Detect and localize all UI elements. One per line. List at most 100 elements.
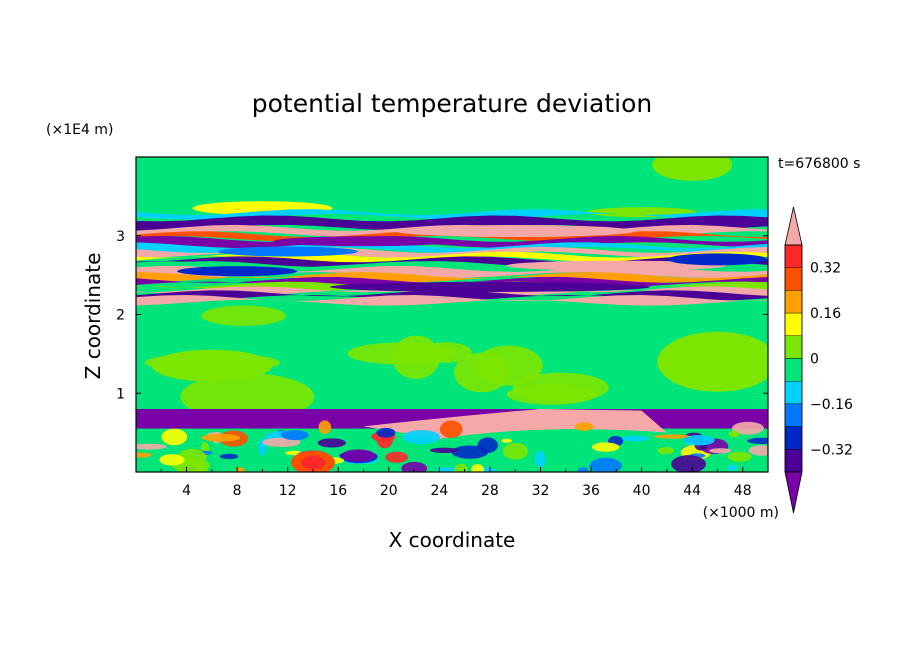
turbulent-blob [591,442,620,452]
turbulent-blob [439,420,463,438]
upper-layer-band [136,242,768,253]
colorbar-bin [784,403,803,427]
colorbar-bin [784,290,803,314]
colorbar-tick-label: 0 [810,352,819,368]
turbulent-blob [177,448,207,467]
turbulent-blob [709,448,732,454]
upper-layer-lens [395,225,636,238]
y-axis: 1 2 3 [116,229,768,402]
turbulent-blob [159,454,185,466]
turbulent-blob [385,451,409,463]
x-tick-label: 24 [430,483,448,499]
turbulent-blob [401,461,428,472]
upper-layer-lens [177,266,298,277]
upper-layer-band [136,294,768,306]
x-tick-label: 4 [182,483,191,499]
turbulent-blob [161,428,188,446]
turbulent-blob [317,438,346,448]
x-tick-label: 32 [532,483,550,499]
plot-area [136,157,768,472]
x-axis-label: X coordinate [389,528,516,552]
turbulent-blob [534,451,546,468]
field-patch [652,157,733,181]
colorbar-tick-label: −0.32 [810,442,853,458]
field-patch [512,372,609,403]
upper-layer-lens [217,246,358,257]
turbulent-blob [502,442,529,460]
colorbar-bin [784,335,803,359]
turbulent-blob [726,464,738,471]
colorbar-bin [784,449,803,473]
field-patch [454,352,510,393]
turbulent-blob [318,420,332,434]
field-patch [180,373,315,421]
x-axis: 4 8 12 16 20 24 28 32 36 40 44 48 [160,467,752,499]
x-tick-label: 48 [734,483,752,499]
colorbar-bin [784,244,803,268]
colorbar-frame [784,244,803,473]
turbulent-blob [429,447,458,454]
turbulent-blob [683,434,715,446]
turbulent-blob [341,449,376,462]
turbulent-blob [728,430,740,438]
turbulent-blob [748,445,768,456]
y-tick-label: 3 [116,229,125,245]
turbulent-blob [657,447,675,455]
turbulent-blob [477,437,498,453]
turbulent-blob [589,457,622,472]
turbulent-blob [280,430,309,441]
x-tick-label: 16 [329,483,347,499]
turbulent-blob [747,437,768,445]
turbulent-blob [574,422,594,431]
upper-layer-lens [667,253,768,266]
turbulent-blob [471,464,485,472]
colorbar-bin [784,267,803,291]
turbulent-blob [300,455,325,470]
turbulent-blob [136,443,167,450]
upper-layer-band [136,209,768,220]
upper-layer-lens [273,236,454,247]
colorbar-bin [784,381,803,405]
colorbar-tick-label: 0.16 [810,306,841,322]
colorbar-bottom-triangle [784,471,803,514]
field-patch [347,342,455,365]
turbulent-blob [501,438,513,443]
upper-layer-lens [506,260,727,271]
x-axis-unit: (×1000 m) [703,505,779,521]
turbulent-blob [219,453,239,460]
x-tick-label: 36 [582,483,600,499]
turbulent-blob [262,437,301,448]
colorbar: 0.32 0.16 0 −0.16 −0.32 [784,206,853,514]
time-label: t=676800 s [778,156,860,172]
upper-layer-lens [329,281,650,292]
x-tick-label: 12 [279,483,297,499]
turbulent-blob [727,451,752,462]
field-patch [151,349,272,382]
turbulent-blob [201,433,241,442]
y-axis-label: Z coordinate [81,253,105,380]
x-tick-label: 8 [233,483,242,499]
chart-title: potential temperature deviation [252,89,652,118]
x-tick-label: 20 [380,483,398,499]
lower-layer-streak [363,409,667,439]
turbulent-blob [136,452,152,458]
y-axis-unit: (×1E4 m) [46,122,113,138]
colorbar-tick-label: 0.32 [810,261,841,277]
colorbar-bin [784,426,803,450]
turbulent-blob [577,467,589,472]
x-tick-label: 28 [481,483,499,499]
y-tick-label: 1 [116,386,125,402]
turbulent-blob [454,463,469,472]
turbulent-blob [376,427,396,438]
y-tick-label: 2 [116,308,125,324]
colorbar-bin [784,312,803,337]
field-patch [201,305,286,326]
upper-layer-band [136,215,768,231]
field-patch [657,331,768,392]
colorbar-tick-label: −0.16 [810,397,853,413]
turbulent-blob [402,430,441,445]
upper-layer-band [136,290,768,301]
turbulent-blob [622,435,649,442]
turbulent-blob [732,421,764,435]
